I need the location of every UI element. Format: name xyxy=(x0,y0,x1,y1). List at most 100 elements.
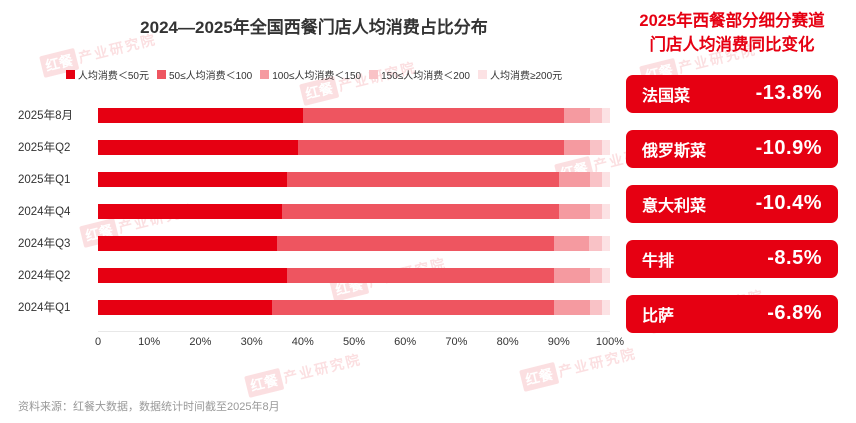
legend-item: 100≤人均消费＜150 xyxy=(260,67,361,82)
legend-swatch xyxy=(260,70,270,79)
badge-label: 俄罗斯菜 xyxy=(642,142,707,160)
x-tick-label: 20% xyxy=(189,336,212,348)
watermark: 红餐产业研究院 xyxy=(519,342,639,392)
x-tick-label: 90% xyxy=(547,336,570,348)
bar-segment xyxy=(589,171,603,187)
segment-change-badge: 俄罗斯菜 -10.9% xyxy=(626,129,838,168)
source-note: 资料来源：红餐大数据，数据统计时间截至2025年8月 xyxy=(18,401,280,413)
bar-segment xyxy=(602,203,610,219)
stacked-bar-plot: 2025年8月 2025年Q2 2025年Q1 2024年Q4 2024年Q3 2024年… xyxy=(18,99,610,323)
x-tick-label: 60% xyxy=(394,336,417,348)
bar-segment xyxy=(589,299,603,315)
bar-segment xyxy=(287,267,554,283)
bar-segment xyxy=(589,139,603,155)
x-tick-label: 40% xyxy=(291,336,314,348)
segment-change-badge: 意大利菜 -10.4% xyxy=(626,184,838,223)
chart-legend: 人均消费＜50元 50≤人均消费＜100 100≤人均消费＜150 150≤人均消费＜… xyxy=(18,67,610,82)
category-label: 2024年Q1 xyxy=(18,302,71,314)
bar-segment xyxy=(602,171,610,187)
legend-item: 人均消费＜50元 xyxy=(65,67,149,82)
bar-track xyxy=(98,171,610,187)
watermark: 红餐产业研究院 xyxy=(244,348,364,398)
bar-segment xyxy=(98,235,278,251)
side-panel: 2025年西餐部分细分赛道 门店人均消费同比变化 法国菜 -13.8% 俄罗斯菜 -1… xyxy=(626,0,838,350)
bar-segment xyxy=(589,203,603,219)
bar-track xyxy=(98,203,610,219)
x-tick-label: 30% xyxy=(240,336,263,348)
badge-label: 法国菜 xyxy=(642,87,691,105)
watermark-text: 产业研究院 xyxy=(281,350,364,386)
bar-segment xyxy=(602,299,610,315)
bar-segment xyxy=(602,139,610,155)
legend-swatch xyxy=(369,70,379,79)
category-label: 2024年Q4 xyxy=(18,206,71,218)
badge-value: -10.9% xyxy=(755,137,822,160)
x-axis: 0 10% 20% 30% 40% 50% 60% 70% 80% 90% 100% xyxy=(94,331,624,348)
chart-title: 2024—2025年全国西餐门店人均消费占比分布 xyxy=(140,18,488,37)
bar-row: 2024年Q3 xyxy=(18,227,610,259)
bar-segment xyxy=(98,299,273,315)
legend-label: 人均消费＜50元 xyxy=(77,71,149,82)
legend-swatch xyxy=(65,70,75,79)
bar-segment xyxy=(98,171,288,187)
bar-segment xyxy=(272,299,554,315)
bar-segment xyxy=(553,235,590,251)
badge-label: 比萨 xyxy=(642,307,675,325)
watermark-logo: 红餐 xyxy=(244,367,285,398)
x-tick-label: 10% xyxy=(138,336,161,348)
panel-title-line1: 2025年西餐部分细分赛道 xyxy=(639,12,825,30)
bar-segment xyxy=(287,171,559,187)
category-label: 2024年Q2 xyxy=(18,270,71,282)
badge-label: 牛排 xyxy=(642,252,675,270)
bar-segment xyxy=(563,139,590,155)
bar-track xyxy=(98,139,610,155)
bar-segment xyxy=(302,107,564,123)
bar-segment xyxy=(98,107,303,123)
panel-title-line2: 门店人均消费同比变化 xyxy=(649,35,815,54)
badge-value: -10.4% xyxy=(755,192,822,215)
category-label: 2024年Q3 xyxy=(18,238,71,250)
bar-row: 2024年Q4 xyxy=(18,195,610,227)
bar-track xyxy=(98,107,610,123)
bar-segment xyxy=(277,235,554,251)
bar-segment xyxy=(602,235,610,251)
x-tick-label: 80% xyxy=(496,336,519,348)
bar-segment xyxy=(553,267,590,283)
bar-row: 2025年8月 xyxy=(18,99,610,131)
legend-item: 150≤人均消费＜200 xyxy=(369,67,470,82)
category-label: 2025年8月 xyxy=(18,110,73,122)
x-tick-label: 0 xyxy=(94,336,102,348)
bar-track xyxy=(98,235,610,251)
bar-row: 2024年Q2 xyxy=(18,259,610,291)
bar-row: 2025年Q1 xyxy=(18,163,610,195)
bar-segment xyxy=(297,139,564,155)
bar-track xyxy=(98,299,610,315)
bar-segment xyxy=(558,171,590,187)
bar-track xyxy=(98,267,610,283)
legend-item: 人均消费≥200元 xyxy=(477,67,562,82)
bar-segment xyxy=(558,203,590,219)
watermark-logo: 红餐 xyxy=(519,361,560,392)
bar-segment xyxy=(589,267,603,283)
segment-change-badge: 牛排 -8.5% xyxy=(626,239,838,278)
bar-segment xyxy=(98,203,283,219)
x-tick-label: 70% xyxy=(445,336,468,348)
legend-label: 150≤人均消费＜200 xyxy=(381,71,470,82)
category-label: 2025年Q1 xyxy=(18,174,71,186)
panel-title: 2025年西餐部分细分赛道 门店人均消费同比变化 xyxy=(626,10,838,58)
category-label: 2025年Q2 xyxy=(18,142,71,154)
bar-segment xyxy=(553,299,590,315)
chart-area: 2024—2025年全国西餐门店人均消费占比分布 人均消费＜50元 50≤人均消费… xyxy=(18,0,624,348)
segment-change-badge: 法国菜 -13.8% xyxy=(626,74,838,113)
badge-label: 意大利菜 xyxy=(642,197,707,215)
badge-list: 法国菜 -13.8% 俄罗斯菜 -10.9% 意大利菜 -10.4% 牛排 -8.5% 比萨 -6… xyxy=(626,74,838,333)
bar-row: 2025年Q2 xyxy=(18,131,610,163)
legend-swatch xyxy=(156,70,166,79)
bar-segment xyxy=(589,107,603,123)
legend-swatch xyxy=(477,70,487,79)
legend-item: 50≤人均消费＜100 xyxy=(156,67,252,82)
bar-segment xyxy=(282,203,559,219)
bar-segment xyxy=(98,267,288,283)
bar-segment xyxy=(563,107,590,123)
